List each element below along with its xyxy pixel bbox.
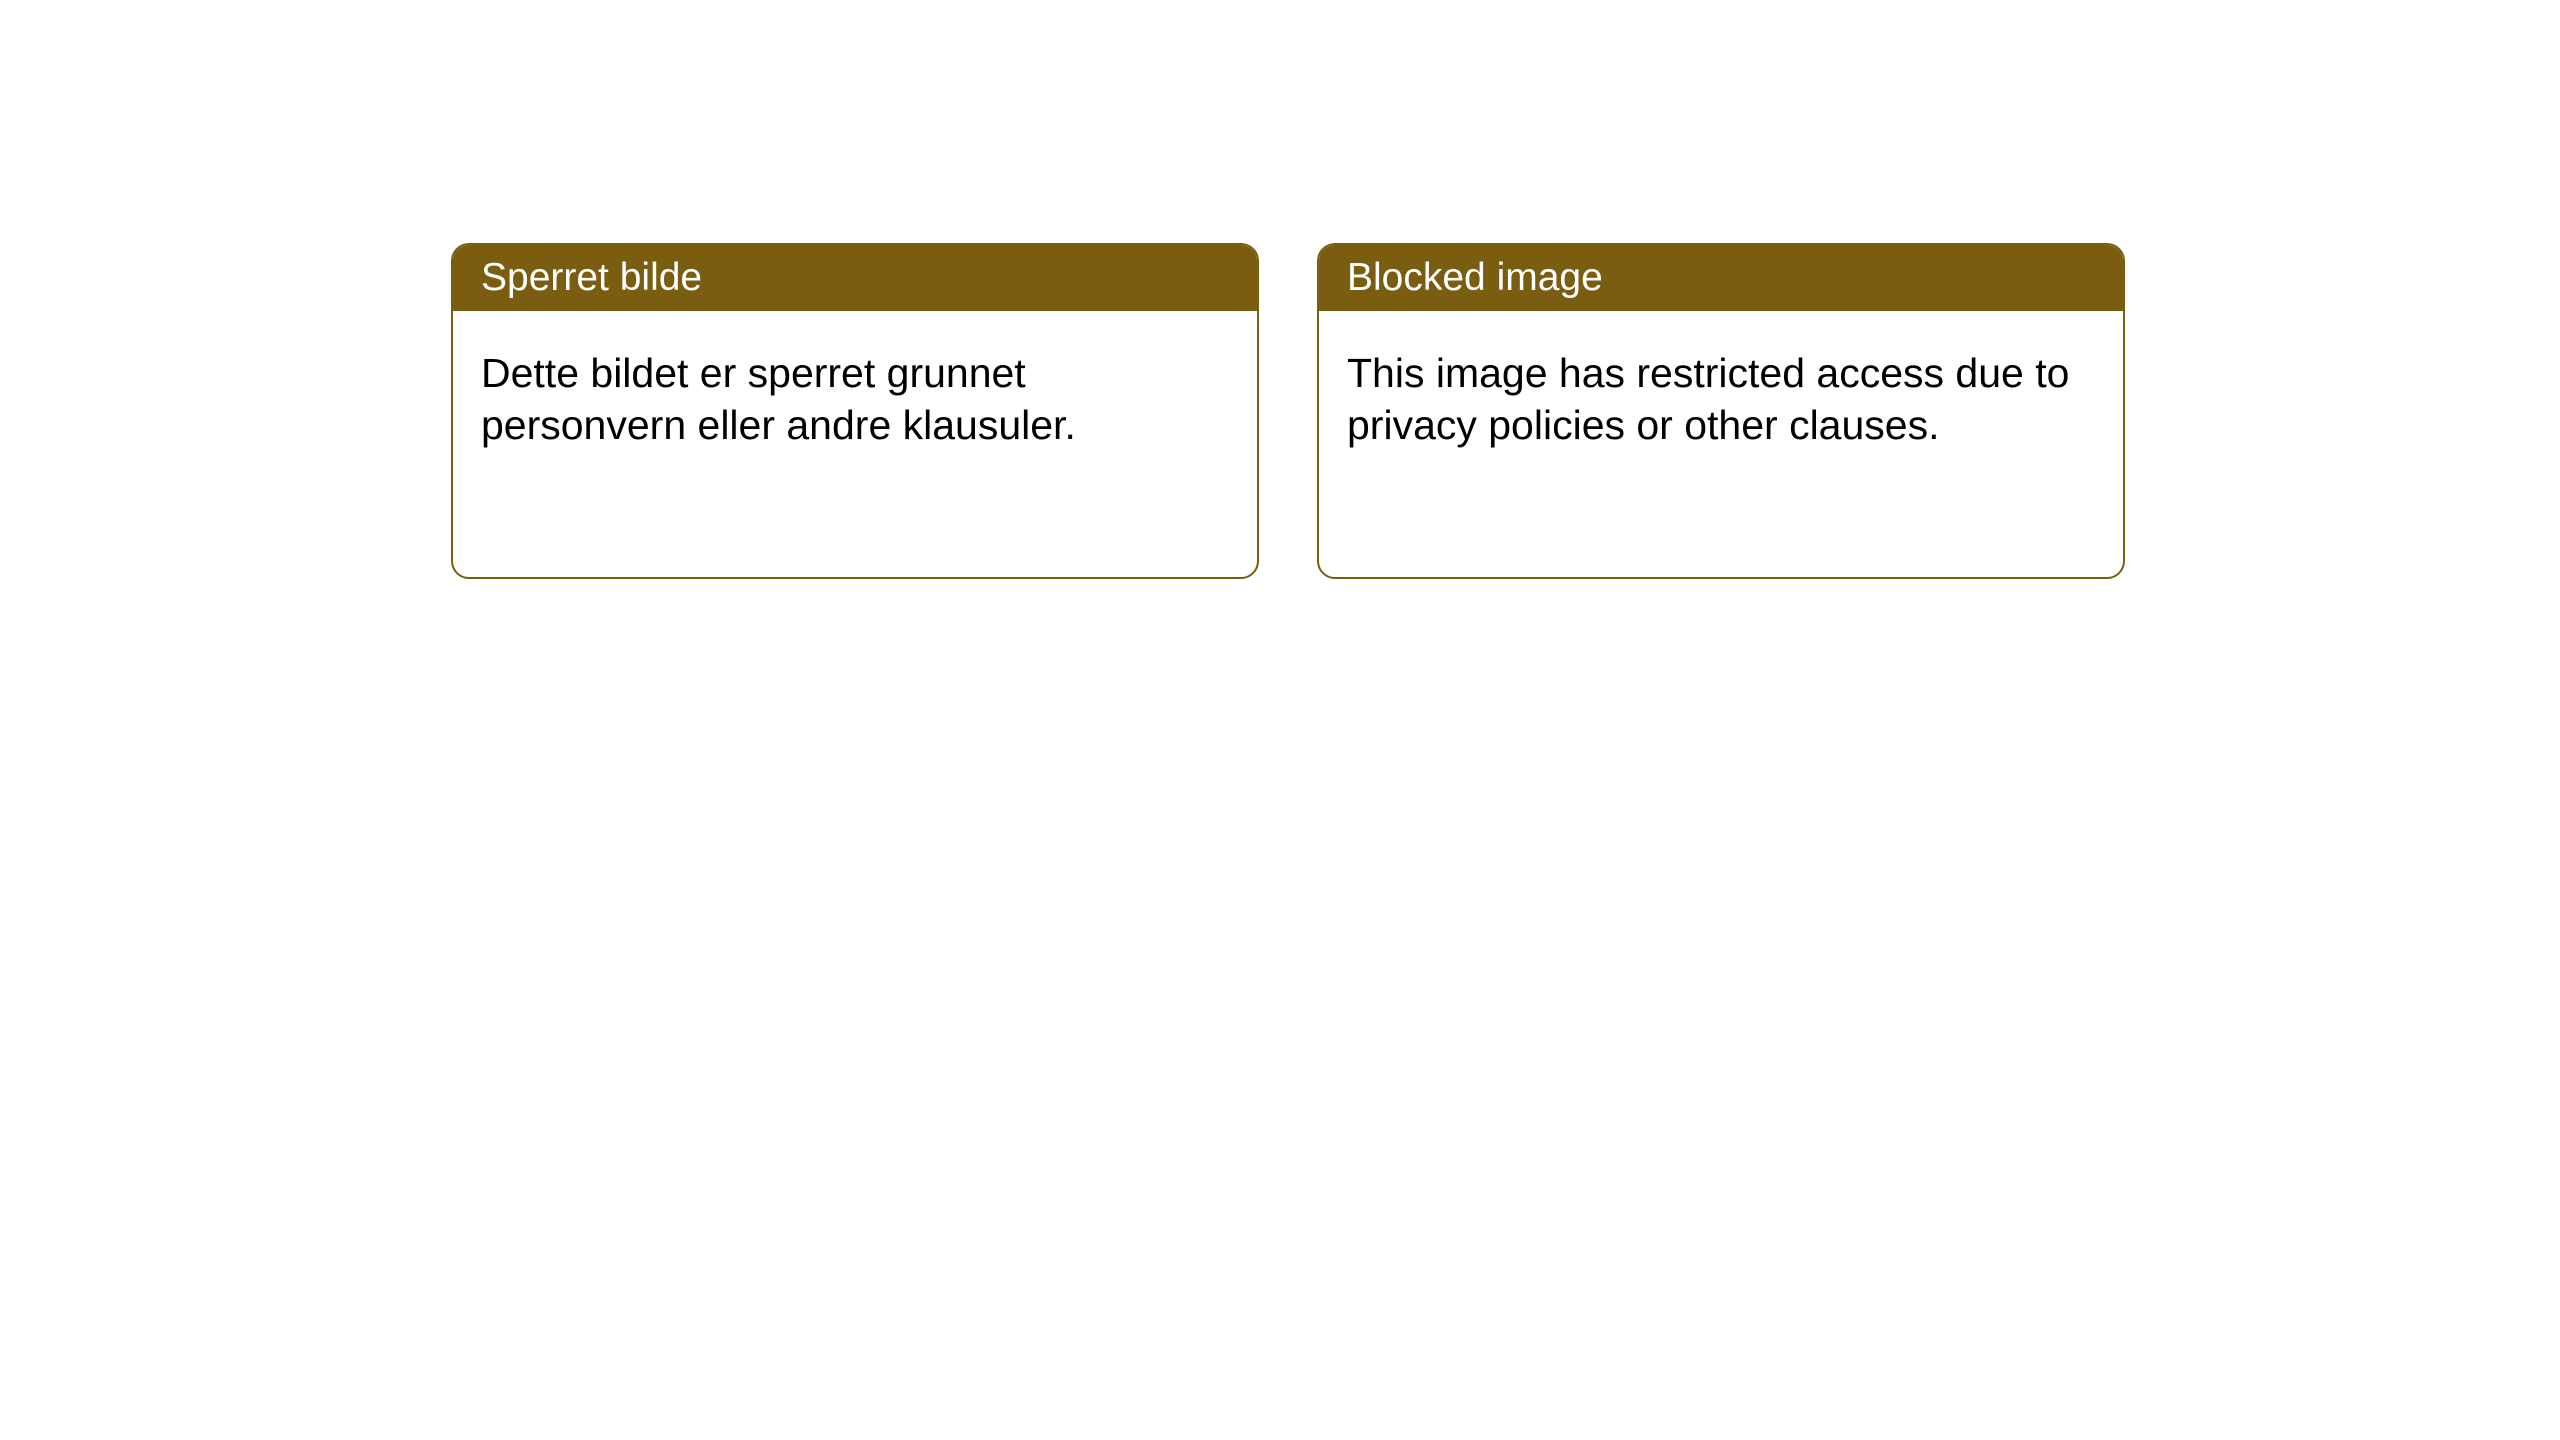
notice-header-english: Blocked image xyxy=(1319,245,2123,311)
notice-body-english: This image has restricted access due to … xyxy=(1319,311,2123,488)
notice-card-english: Blocked image This image has restricted … xyxy=(1317,243,2125,579)
notice-header-norwegian: Sperret bilde xyxy=(453,245,1257,311)
notice-container: Sperret bilde Dette bildet er sperret gr… xyxy=(451,243,2125,579)
notice-card-norwegian: Sperret bilde Dette bildet er sperret gr… xyxy=(451,243,1259,579)
notice-body-norwegian: Dette bildet er sperret grunnet personve… xyxy=(453,311,1257,488)
